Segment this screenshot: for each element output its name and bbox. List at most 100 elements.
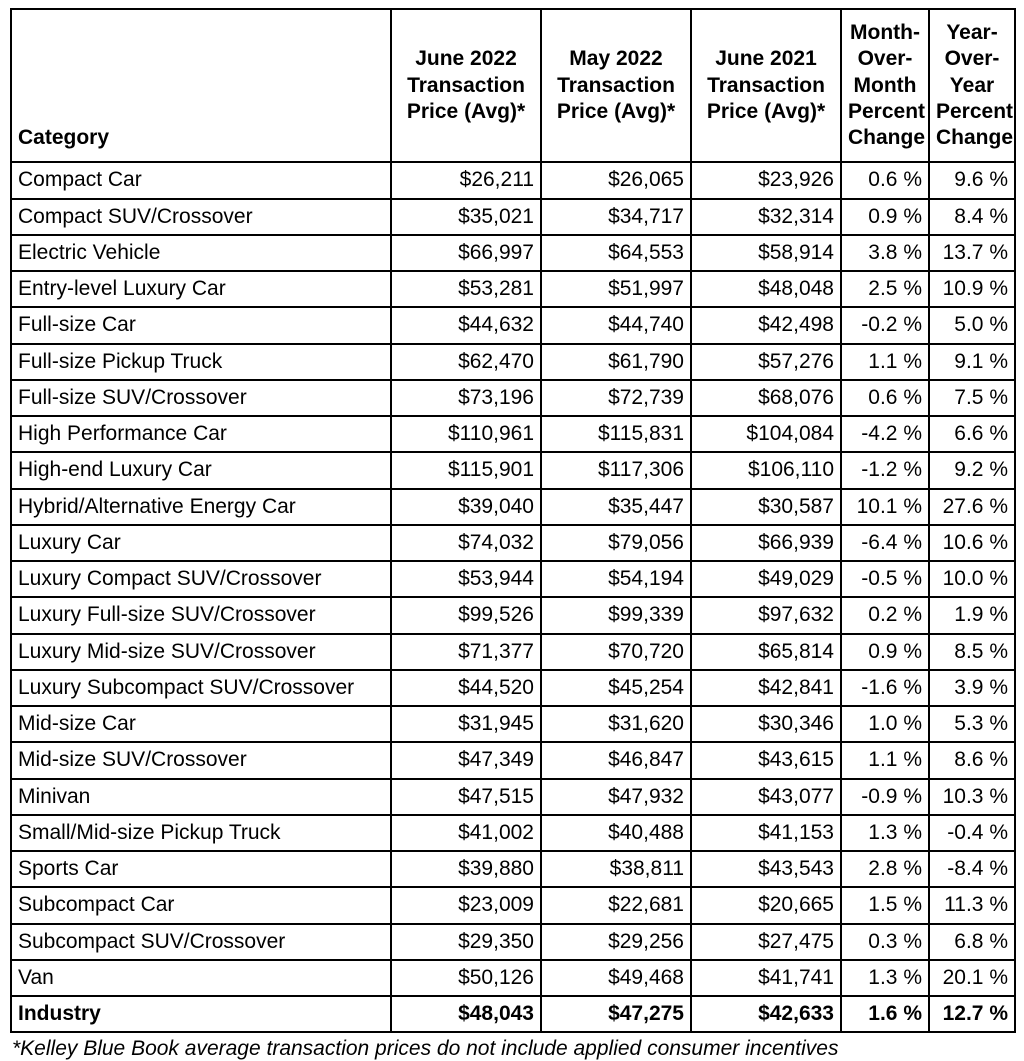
- cell-total-label: Industry: [11, 996, 391, 1032]
- cell-value: $62,470: [391, 344, 541, 380]
- cell-value: -0.5 %: [841, 561, 929, 597]
- cell-category: Luxury Full-size SUV/Crossover: [11, 597, 391, 633]
- transaction-price-table: Category June 2022 Transaction Price (Av…: [10, 8, 1016, 1033]
- cell-value: $115,901: [391, 452, 541, 488]
- cell-value: 3.9 %: [929, 670, 1015, 706]
- cell-value: $30,346: [691, 706, 841, 742]
- cell-value: $115,831: [541, 416, 691, 452]
- cell-value: $72,739: [541, 380, 691, 416]
- cell-total-value: $47,275: [541, 996, 691, 1032]
- cell-category: Small/Mid-size Pickup Truck: [11, 815, 391, 851]
- cell-value: -0.9 %: [841, 779, 929, 815]
- table-total-row: Industry$48,043$47,275$42,6331.6 %12.7 %: [11, 996, 1015, 1032]
- cell-category: Compact Car: [11, 162, 391, 198]
- cell-value: 11.3 %: [929, 887, 1015, 923]
- cell-value: $29,350: [391, 924, 541, 960]
- cell-category: Electric Vehicle: [11, 235, 391, 271]
- cell-value: $65,814: [691, 634, 841, 670]
- cell-value: $106,110: [691, 452, 841, 488]
- cell-total-value: $48,043: [391, 996, 541, 1032]
- col-header-yoy: Year-Over-Year Percent Change: [929, 9, 1015, 162]
- cell-value: $61,790: [541, 344, 691, 380]
- table-row: Sports Car$39,880$38,811$43,5432.8 %-8.4…: [11, 851, 1015, 887]
- cell-value: $35,021: [391, 199, 541, 235]
- cell-value: $51,997: [541, 271, 691, 307]
- cell-value: $41,741: [691, 960, 841, 996]
- cell-value: 9.6 %: [929, 162, 1015, 198]
- cell-value: $53,944: [391, 561, 541, 597]
- cell-category: Hybrid/Alternative Energy Car: [11, 489, 391, 525]
- cell-value: $57,276: [691, 344, 841, 380]
- cell-category: Full-size Car: [11, 307, 391, 343]
- cell-category: Mid-size SUV/Crossover: [11, 742, 391, 778]
- cell-value: 9.2 %: [929, 452, 1015, 488]
- cell-category: Compact SUV/Crossover: [11, 199, 391, 235]
- cell-value: 2.8 %: [841, 851, 929, 887]
- table-row: Entry-level Luxury Car$53,281$51,997$48,…: [11, 271, 1015, 307]
- cell-category: Minivan: [11, 779, 391, 815]
- cell-value: 0.6 %: [841, 380, 929, 416]
- cell-value: $43,543: [691, 851, 841, 887]
- cell-value: $117,306: [541, 452, 691, 488]
- cell-category: High-end Luxury Car: [11, 452, 391, 488]
- cell-value: $99,526: [391, 597, 541, 633]
- cell-category: Subcompact Car: [11, 887, 391, 923]
- col-header-mom: Month-Over-Month Percent Change: [841, 9, 929, 162]
- table-body: Compact Car$26,211$26,065$23,9260.6 %9.6…: [11, 162, 1015, 1032]
- cell-total-value: 1.6 %: [841, 996, 929, 1032]
- footnote: *Kelley Blue Book average transaction pr…: [10, 1033, 1014, 1061]
- table-row: Full-size SUV/Crossover$73,196$72,739$68…: [11, 380, 1015, 416]
- cell-value: $40,488: [541, 815, 691, 851]
- cell-value: 1.1 %: [841, 344, 929, 380]
- col-header-category: Category: [11, 9, 391, 162]
- cell-value: $23,009: [391, 887, 541, 923]
- cell-value: 1.1 %: [841, 742, 929, 778]
- cell-category: Entry-level Luxury Car: [11, 271, 391, 307]
- cell-value: -1.6 %: [841, 670, 929, 706]
- cell-value: $79,056: [541, 525, 691, 561]
- cell-category: Luxury Car: [11, 525, 391, 561]
- table-header: Category June 2022 Transaction Price (Av…: [11, 9, 1015, 162]
- cell-value: 13.7 %: [929, 235, 1015, 271]
- cell-value: $74,032: [391, 525, 541, 561]
- cell-value: -4.2 %: [841, 416, 929, 452]
- cell-value: 5.3 %: [929, 706, 1015, 742]
- cell-value: 0.9 %: [841, 199, 929, 235]
- cell-value: $22,681: [541, 887, 691, 923]
- table-row: Luxury Mid-size SUV/Crossover$71,377$70,…: [11, 634, 1015, 670]
- cell-value: $66,939: [691, 525, 841, 561]
- cell-value: $43,615: [691, 742, 841, 778]
- table-row: Mid-size Car$31,945$31,620$30,3461.0 %5.…: [11, 706, 1015, 742]
- cell-value: 3.8 %: [841, 235, 929, 271]
- table-row: Hybrid/Alternative Energy Car$39,040$35,…: [11, 489, 1015, 525]
- cell-value: $66,997: [391, 235, 541, 271]
- cell-value: $45,254: [541, 670, 691, 706]
- col-header-jun22: June 2022 Transaction Price (Avg)*: [391, 9, 541, 162]
- cell-value: 10.3 %: [929, 779, 1015, 815]
- cell-value: 6.8 %: [929, 924, 1015, 960]
- col-header-may22: May 2022 Transaction Price (Avg)*: [541, 9, 691, 162]
- table-row: High-end Luxury Car$115,901$117,306$106,…: [11, 452, 1015, 488]
- cell-value: $39,040: [391, 489, 541, 525]
- cell-value: -6.4 %: [841, 525, 929, 561]
- cell-value: -0.4 %: [929, 815, 1015, 851]
- table-row: Electric Vehicle$66,997$64,553$58,9143.8…: [11, 235, 1015, 271]
- cell-category: High Performance Car: [11, 416, 391, 452]
- cell-value: 10.0 %: [929, 561, 1015, 597]
- cell-value: 0.3 %: [841, 924, 929, 960]
- cell-value: 1.3 %: [841, 960, 929, 996]
- cell-value: $73,196: [391, 380, 541, 416]
- cell-category: Subcompact SUV/Crossover: [11, 924, 391, 960]
- cell-value: $99,339: [541, 597, 691, 633]
- cell-value: $35,447: [541, 489, 691, 525]
- table-row: Subcompact Car$23,009$22,681$20,6651.5 %…: [11, 887, 1015, 923]
- cell-value: $38,811: [541, 851, 691, 887]
- cell-category: Full-size SUV/Crossover: [11, 380, 391, 416]
- cell-value: $47,932: [541, 779, 691, 815]
- cell-category: Sports Car: [11, 851, 391, 887]
- table-row: Full-size Car$44,632$44,740$42,498-0.2 %…: [11, 307, 1015, 343]
- cell-value: $49,468: [541, 960, 691, 996]
- table-row: Luxury Compact SUV/Crossover$53,944$54,1…: [11, 561, 1015, 597]
- cell-value: 0.9 %: [841, 634, 929, 670]
- cell-value: $41,153: [691, 815, 841, 851]
